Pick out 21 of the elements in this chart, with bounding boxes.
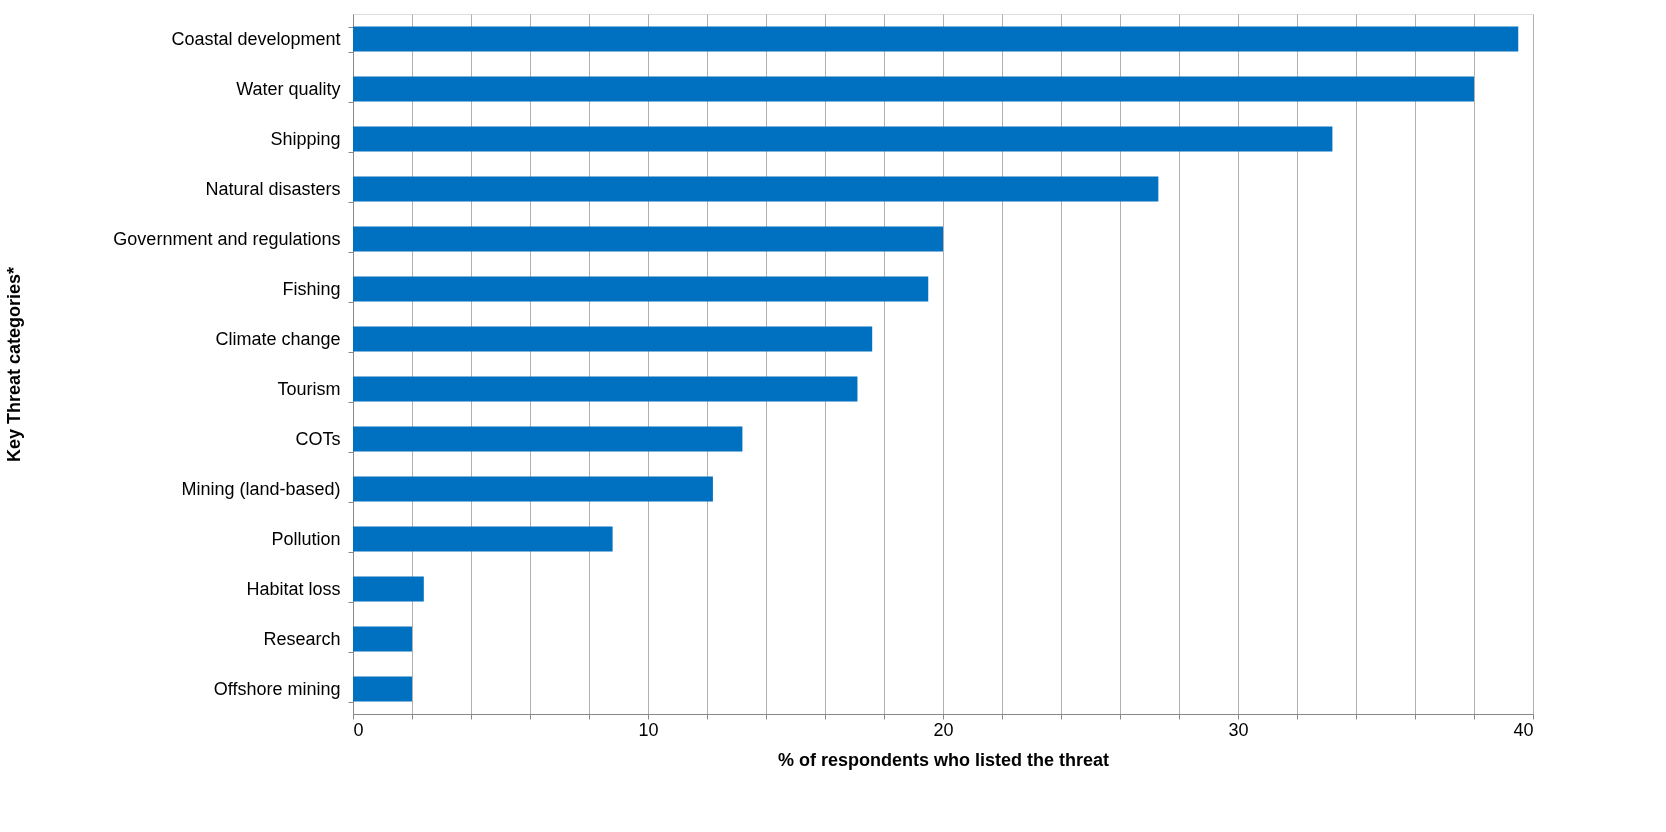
y-tick-label: Pollution xyxy=(271,528,341,549)
y-tick-label: Tourism xyxy=(277,378,341,399)
x-tick-label: 20 xyxy=(933,719,954,740)
y-tick-label: Mining (land-based) xyxy=(181,478,341,499)
y-axis-title: Key Threat categories* xyxy=(3,266,24,463)
y-tick-label: COTs xyxy=(295,428,341,449)
y-tick-label: Government and regulations xyxy=(113,228,341,249)
y-tick-label: Climate change xyxy=(215,328,341,349)
y-tick-label: Shipping xyxy=(270,128,341,149)
y-tick-label: Research xyxy=(263,628,341,649)
y-tick-label: Fishing xyxy=(282,278,341,299)
y-tick-label: Natural disasters xyxy=(205,178,341,199)
x-tick-label: 30 xyxy=(1228,719,1249,740)
y-tick-label: Coastal development xyxy=(171,28,341,49)
x-tick-label: 10 xyxy=(638,719,659,740)
y-tick-label: Offshore mining xyxy=(213,678,341,699)
y-tick-label: Habitat loss xyxy=(246,578,341,599)
x-tick-label: 0 xyxy=(353,719,364,740)
x-axis-title: % of respondents who listed the threat xyxy=(777,749,1110,770)
y-tick-label: Water quality xyxy=(236,78,341,99)
x-tick-label: 40 xyxy=(1513,719,1534,740)
